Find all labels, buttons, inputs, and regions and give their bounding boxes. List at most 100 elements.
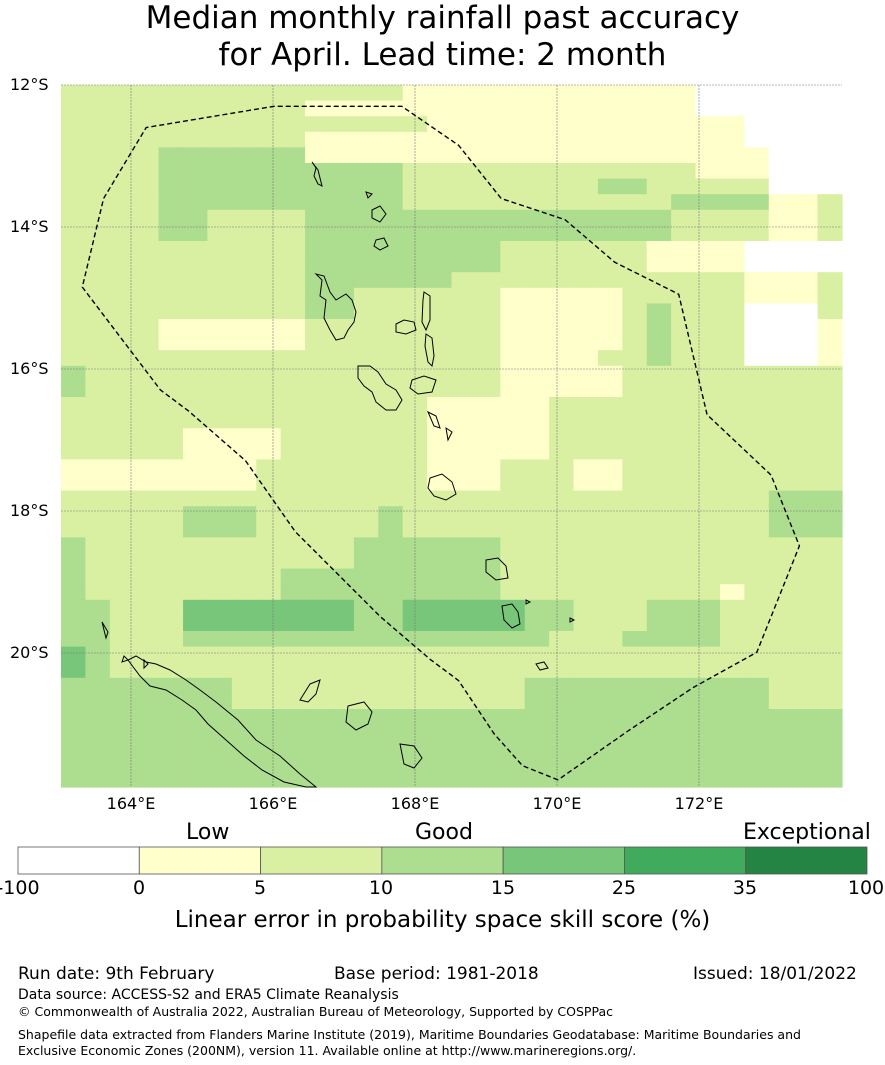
grid-cell bbox=[85, 178, 111, 195]
grid-cell bbox=[451, 381, 477, 398]
grid-cell bbox=[378, 131, 404, 148]
grid-cell bbox=[719, 568, 745, 585]
grid-cell bbox=[231, 553, 257, 570]
grid-cell bbox=[256, 381, 282, 398]
grid-cell bbox=[793, 677, 819, 694]
grid-cell bbox=[109, 521, 135, 538]
colorbar-label-good: Good bbox=[415, 820, 473, 845]
grid-cell bbox=[524, 365, 550, 382]
grid-cell bbox=[353, 100, 379, 117]
grid-cell bbox=[744, 428, 770, 445]
island-new-caledonia bbox=[127, 655, 318, 788]
island-ambrym bbox=[409, 375, 437, 395]
lon-label-168e: 168°E bbox=[390, 794, 440, 813]
grid-cell bbox=[427, 631, 453, 648]
grid-cell bbox=[353, 85, 379, 102]
grid-cell bbox=[305, 755, 331, 772]
grid-cell bbox=[109, 771, 135, 788]
grid-cell bbox=[793, 131, 819, 148]
colorbar-segment bbox=[381, 846, 504, 875]
grid-cell bbox=[817, 568, 843, 585]
grid-cell bbox=[597, 319, 623, 336]
island-epi bbox=[427, 410, 441, 429]
grid-cell bbox=[793, 709, 819, 726]
grid-cell bbox=[573, 615, 599, 632]
grid-cell bbox=[719, 537, 745, 554]
grid-cell bbox=[85, 740, 111, 757]
grid-cell bbox=[500, 599, 526, 616]
grid-cell bbox=[353, 615, 379, 632]
grid-cell bbox=[61, 428, 87, 445]
grid-cell bbox=[207, 771, 233, 788]
grid-cell bbox=[378, 194, 404, 211]
grid-cell bbox=[305, 615, 331, 632]
grid-cell bbox=[597, 771, 623, 788]
grid-cell bbox=[451, 272, 477, 289]
colorbar-segment bbox=[624, 846, 747, 875]
grid-cell bbox=[744, 631, 770, 648]
grid-cell bbox=[329, 506, 355, 523]
grid-cell bbox=[305, 506, 331, 523]
grid-cell bbox=[134, 100, 160, 117]
grid-cell bbox=[744, 272, 770, 289]
grid-cell bbox=[500, 584, 526, 601]
base-period: Base period: 1981-2018 bbox=[334, 964, 539, 984]
grid-cell bbox=[695, 397, 721, 414]
grid-cell bbox=[329, 256, 355, 273]
grid-cell bbox=[817, 100, 843, 117]
grid-cell bbox=[719, 724, 745, 741]
grid-cell bbox=[475, 241, 501, 258]
grid-cell bbox=[183, 163, 209, 180]
grid-cell bbox=[329, 771, 355, 788]
grid-cell bbox=[183, 272, 209, 289]
grid-cell bbox=[109, 100, 135, 117]
grid-cell bbox=[500, 209, 526, 226]
grid-cell bbox=[646, 194, 672, 211]
grid-cell bbox=[231, 116, 257, 133]
grid-cell bbox=[646, 631, 672, 648]
grid-cell bbox=[719, 677, 745, 694]
grid-cell bbox=[597, 209, 623, 226]
grid-cell bbox=[549, 225, 575, 242]
grid-cell bbox=[427, 147, 453, 164]
grid-cell bbox=[646, 303, 672, 320]
grid-cell bbox=[597, 662, 623, 679]
grid-cell bbox=[695, 677, 721, 694]
grid-cell bbox=[549, 521, 575, 538]
grid-cell bbox=[109, 553, 135, 570]
grid-cell bbox=[402, 631, 428, 648]
grid-cell bbox=[524, 459, 550, 476]
grid-cell bbox=[500, 428, 526, 445]
grid-cell bbox=[719, 350, 745, 367]
grid-cell bbox=[817, 662, 843, 679]
colorbar-tick-15: 15 bbox=[490, 877, 516, 899]
grid-cell bbox=[646, 225, 672, 242]
grid-cell bbox=[280, 709, 306, 726]
grid-cell bbox=[305, 646, 331, 663]
grid-cell bbox=[427, 241, 453, 258]
grid-cell bbox=[695, 428, 721, 445]
grid-cell bbox=[378, 256, 404, 273]
grid-cell bbox=[329, 225, 355, 242]
grid-cell bbox=[134, 521, 160, 538]
grid-cell bbox=[695, 459, 721, 476]
grid-cell bbox=[768, 319, 794, 336]
grid-cell bbox=[793, 287, 819, 304]
grid-cell bbox=[134, 428, 160, 445]
grid-cell bbox=[231, 506, 257, 523]
issued-date: Issued: 18/01/2022 bbox=[693, 964, 857, 984]
grid-cell bbox=[61, 475, 87, 492]
grid-cell bbox=[85, 241, 111, 258]
grid-cell bbox=[646, 490, 672, 507]
grid-cell bbox=[134, 537, 160, 554]
grid-cell bbox=[475, 100, 501, 117]
grid-cell bbox=[231, 428, 257, 445]
grid-cell bbox=[695, 241, 721, 258]
grid-cell bbox=[109, 163, 135, 180]
grid-cell bbox=[378, 771, 404, 788]
grid-cell bbox=[158, 163, 184, 180]
grid-cell bbox=[817, 147, 843, 164]
grid-cell bbox=[646, 287, 672, 304]
grid-cell bbox=[427, 116, 453, 133]
grid-cell bbox=[719, 381, 745, 398]
